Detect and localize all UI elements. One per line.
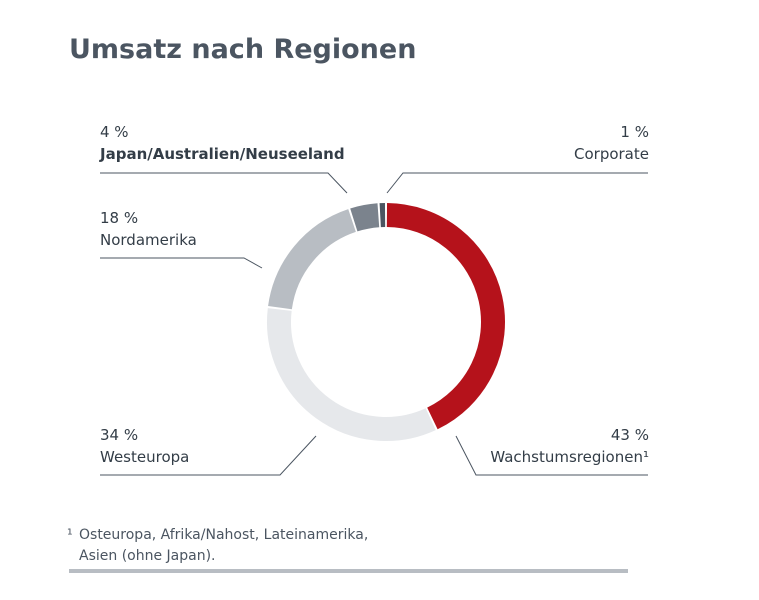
donut-slices (267, 203, 505, 441)
slice-name-label: Wachstumsregionen¹ (490, 448, 649, 466)
footnote: ¹ Osteuropa, Afrika/Nahost, Lateinamerika… (67, 525, 368, 567)
chart-title: Umsatz nach Regionen (69, 34, 417, 65)
leader-line-4 (455, 435, 648, 476)
slice-percent-label: 34 % (100, 426, 139, 444)
donut-slice-0 (386, 203, 505, 430)
label-wachstumsregionen: 43 % Wachstumsregionen¹ (490, 424, 649, 468)
label-japan-australien: 4 % Japan/Australien/Neuseeland (100, 121, 345, 165)
slice-name-label: Corporate (574, 145, 649, 163)
leader-line-1 (386, 172, 648, 194)
leader-line-0 (100, 172, 348, 194)
bottom-rule (69, 569, 628, 573)
label-nordamerika: 18 % Nordamerika (100, 207, 197, 251)
label-westeuropa: 34 % Westeuropa (100, 424, 189, 468)
donut-slice-1 (267, 308, 436, 441)
label-corporate: 1 % Corporate (574, 121, 649, 165)
leader-line-2 (100, 257, 263, 269)
footnote-line-1: Osteuropa, Afrika/Nahost, Lateinamerika, (79, 527, 369, 543)
footnote-line-2: Asien (ohne Japan). (79, 548, 216, 564)
donut-slice-2 (268, 209, 357, 310)
slice-percent-label: 4 % (100, 123, 129, 141)
footnote-marker: ¹ (67, 527, 73, 543)
donut-slice-3 (350, 203, 380, 232)
leader-lines (100, 172, 648, 476)
slice-name-label: Japan/Australien/Neuseeland (100, 145, 345, 163)
slice-percent-label: 18 % (100, 209, 139, 227)
slice-name-label: Westeuropa (100, 448, 190, 466)
slice-percent-label: 43 % (610, 426, 649, 444)
leader-line-3 (100, 435, 317, 476)
slice-name-label: Nordamerika (100, 231, 197, 249)
slice-percent-label: 1 % (620, 123, 649, 141)
